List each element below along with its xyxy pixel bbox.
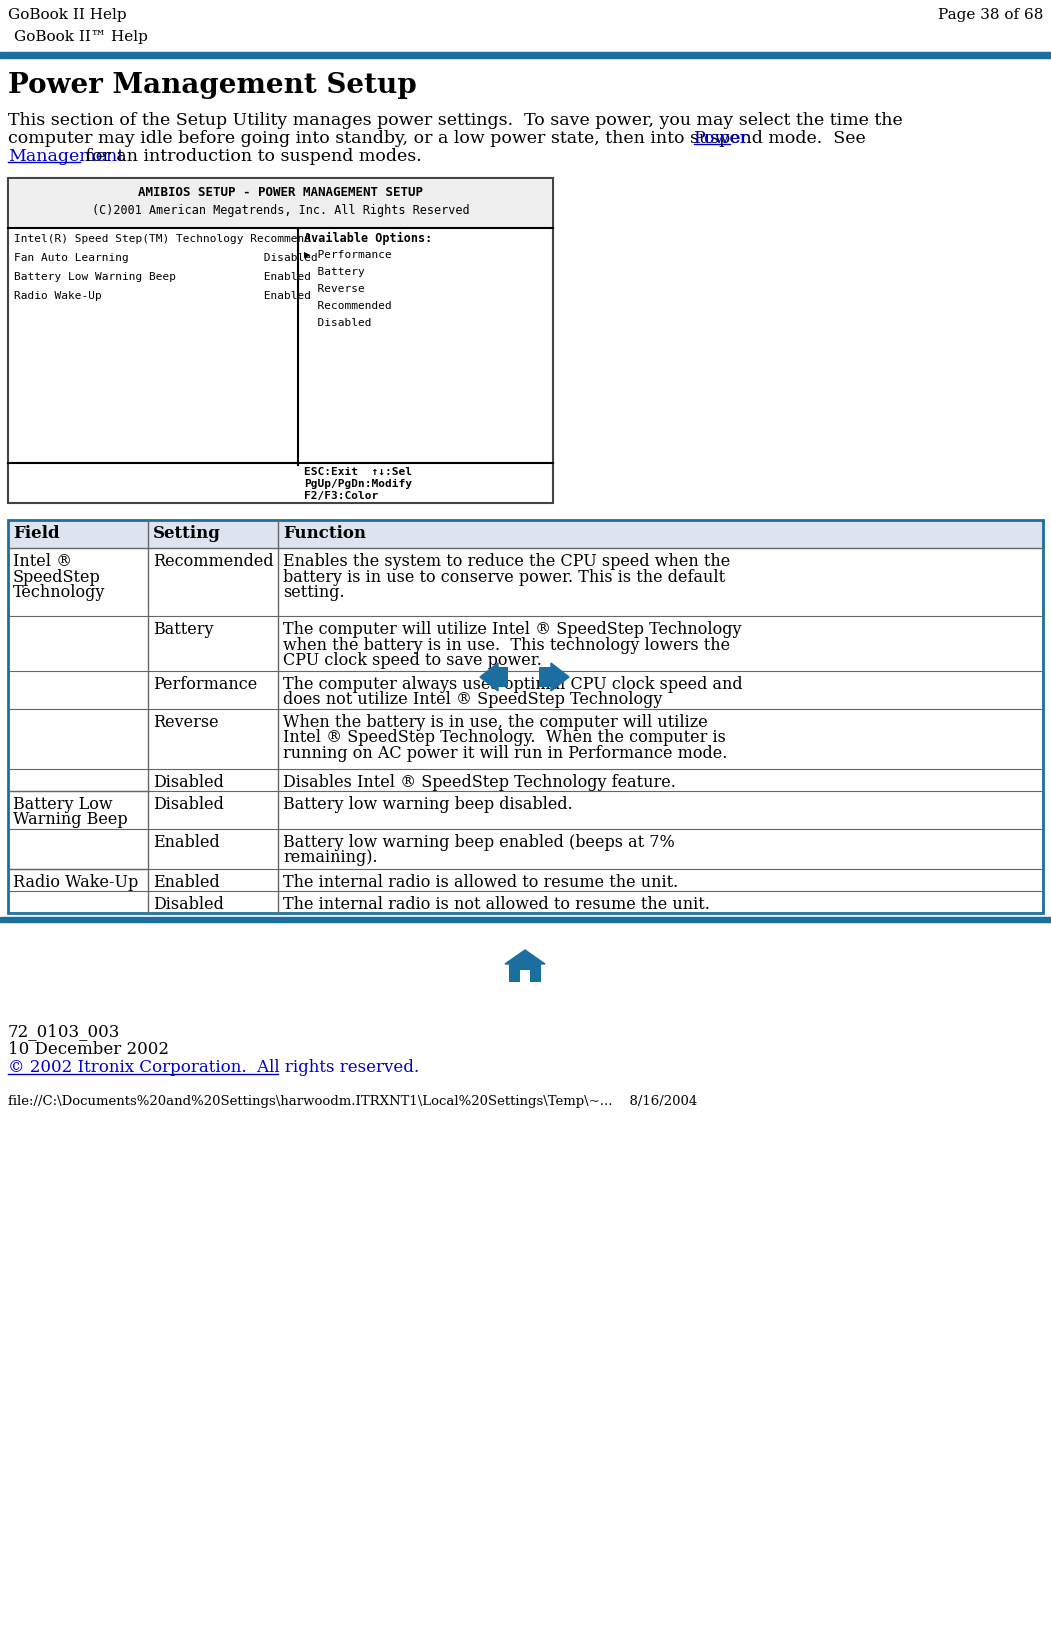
Text: The internal radio is allowed to resume the unit.: The internal radio is allowed to resume … (283, 873, 678, 892)
Text: PgUp/PgDn:Modify: PgUp/PgDn:Modify (304, 479, 412, 489)
Bar (8, 520, 1043, 913)
Bar (539, 666, 551, 688)
Text: The computer will utilize Intel ® SpeedStep Technology: The computer will utilize Intel ® SpeedS… (283, 622, 742, 638)
Bar (8, 178, 553, 503)
Text: Enabled: Enabled (153, 873, 220, 892)
Text: F2/F3:Color: F2/F3:Color (304, 490, 378, 502)
Text: (C)2001 American Megatrends, Inc. All Rights Reserved: (C)2001 American Megatrends, Inc. All Ri… (91, 204, 470, 217)
Text: setting.: setting. (283, 584, 345, 600)
Bar (509, 964, 541, 982)
Text: ▶ Performance: ▶ Performance (304, 250, 392, 260)
Text: SpeedStep: SpeedStep (13, 569, 101, 586)
Text: remaining).: remaining). (283, 849, 377, 867)
Text: Setting: Setting (153, 525, 221, 541)
Text: The internal radio is not allowed to resume the unit.: The internal radio is not allowed to res… (283, 897, 709, 913)
Text: © 2002 Itronix Corporation.  All rights reserved.: © 2002 Itronix Corporation. All rights r… (8, 1059, 419, 1076)
Text: Intel ® SpeedStep Technology.  When the computer is: Intel ® SpeedStep Technology. When the c… (283, 729, 726, 747)
Text: Battery: Battery (304, 266, 365, 276)
Bar (520, 971, 530, 982)
Text: Available Options:: Available Options: (304, 232, 432, 245)
Text: CPU clock speed to save power.: CPU clock speed to save power. (283, 651, 542, 670)
Text: Enabled: Enabled (153, 834, 220, 850)
Polygon shape (480, 663, 498, 691)
Text: GoBook II™ Help: GoBook II™ Help (14, 30, 148, 44)
Text: Performance: Performance (153, 676, 257, 693)
Bar (8, 520, 1043, 548)
Text: battery is in use to conserve power. This is the default: battery is in use to conserve power. Thi… (283, 569, 725, 586)
Text: Intel(R) Speed Step(TM) Technology Recommend: Intel(R) Speed Step(TM) Technology Recom… (14, 234, 311, 243)
Text: Disabled: Disabled (153, 796, 224, 813)
Bar (0, 916, 1051, 921)
Polygon shape (504, 951, 545, 964)
Text: Battery Low Warning Beep             Enabled: Battery Low Warning Beep Enabled (14, 271, 311, 281)
Polygon shape (551, 663, 569, 691)
Text: Disabled: Disabled (153, 775, 224, 791)
Text: GoBook II Help: GoBook II Help (8, 8, 126, 21)
Text: Recommended: Recommended (304, 301, 392, 311)
Text: ESC:Exit  ↑↓:Sel: ESC:Exit ↑↓:Sel (304, 467, 412, 477)
Text: computer may idle before going into standby, or a low power state, then into sus: computer may idle before going into stan… (8, 130, 871, 146)
Text: 10 December 2002: 10 December 2002 (8, 1041, 169, 1058)
Bar (9, 179, 552, 229)
Text: Warning Beep: Warning Beep (13, 811, 127, 829)
Text: Function: Function (283, 525, 366, 541)
Text: When the battery is in use, the computer will utilize: When the battery is in use, the computer… (283, 714, 707, 730)
Text: Fan Auto Learning                    Disabled: Fan Auto Learning Disabled (14, 253, 317, 263)
Text: Disables Intel ® SpeedStep Technology feature.: Disables Intel ® SpeedStep Technology fe… (283, 775, 676, 791)
Text: Power: Power (695, 130, 749, 146)
Bar (496, 666, 508, 688)
Text: running on AC power it will run in Performance mode.: running on AC power it will run in Perfo… (283, 745, 727, 762)
Text: Disabled: Disabled (304, 317, 371, 327)
Text: Battery Low: Battery Low (13, 796, 112, 813)
Text: 72_0103_003: 72_0103_003 (8, 1023, 121, 1040)
Text: Reverse: Reverse (153, 714, 219, 730)
Text: Management: Management (8, 148, 124, 164)
Text: does not utilize Intel ® SpeedStep Technology: does not utilize Intel ® SpeedStep Techn… (283, 691, 662, 709)
Text: when the battery is in use.  This technology lowers the: when the battery is in use. This technol… (283, 637, 730, 653)
Text: Battery: Battery (153, 622, 213, 638)
Text: Radio Wake-Up: Radio Wake-Up (13, 873, 139, 892)
Text: Battery low warning beep disabled.: Battery low warning beep disabled. (283, 796, 573, 813)
Text: Recommended: Recommended (153, 553, 273, 571)
Bar (0, 53, 1051, 58)
Text: Enables the system to reduce the CPU speed when the: Enables the system to reduce the CPU spe… (283, 553, 730, 571)
Text: Radio Wake-Up                        Enabled: Radio Wake-Up Enabled (14, 291, 311, 301)
Text: This section of the Setup Utility manages power settings.  To save power, you ma: This section of the Setup Utility manage… (8, 112, 903, 128)
Text: Field: Field (13, 525, 60, 541)
Text: AMIBIOS SETUP - POWER MANAGEMENT SETUP: AMIBIOS SETUP - POWER MANAGEMENT SETUP (138, 186, 423, 199)
Text: Intel ®: Intel ® (13, 553, 73, 571)
Text: The computer always uses optimal CPU clock speed and: The computer always uses optimal CPU clo… (283, 676, 743, 693)
Text: Technology: Technology (13, 584, 105, 600)
Text: Battery low warning beep enabled (beeps at 7%: Battery low warning beep enabled (beeps … (283, 834, 675, 850)
Text: Page 38 of 68: Page 38 of 68 (937, 8, 1043, 21)
Text: Reverse: Reverse (304, 285, 365, 294)
Text: file://C:\Documents%20and%20Settings\harwoodm.ITRXNT1\Local%20Settings\Temp\~...: file://C:\Documents%20and%20Settings\har… (8, 1096, 697, 1109)
Text: Disabled: Disabled (153, 897, 224, 913)
Text: for an introduction to suspend modes.: for an introduction to suspend modes. (80, 148, 421, 164)
Text: Power Management Setup: Power Management Setup (8, 72, 417, 99)
